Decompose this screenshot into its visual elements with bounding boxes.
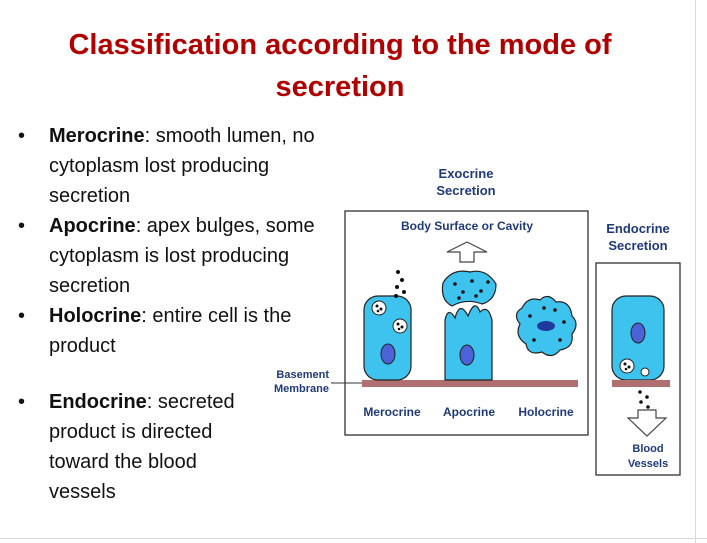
bullet-dot: •	[18, 391, 26, 413]
exocrine-label-line2: Secretion	[436, 183, 495, 198]
basement-label-line1: Basement	[276, 369, 329, 381]
blood-label-line1: Blood	[632, 443, 663, 455]
holocrine-label: Holocrine	[518, 405, 574, 419]
slide-right-edge	[695, 0, 696, 543]
bullet-term: Apocrine	[49, 215, 136, 237]
bullet-dot: •	[18, 305, 26, 327]
blood-label-line2: Vessels	[628, 458, 668, 470]
down-arrow-icon	[626, 409, 668, 437]
exocrine-label-line1: Exocrine	[439, 166, 494, 181]
bullet-text: : apex bulges, some cytoplasm is lost pr…	[49, 215, 315, 297]
endocrine-label-line2: Secretion	[608, 238, 667, 253]
bullet-term: Merocrine	[49, 125, 145, 147]
merocrine-cell	[363, 270, 412, 381]
bullet-text: : secreted product is directed toward th…	[49, 391, 235, 503]
bullet-merocrine: • Merocrine: smooth lumen, no cytoplasm …	[14, 121, 354, 211]
bullet-holocrine: • Holocrine: entire cell is the product	[14, 301, 299, 361]
basement-label-line2: Membrane	[274, 383, 329, 395]
merocrine-label: Merocrine	[363, 405, 421, 419]
bullet-text: : smooth lumen, no cytoplasm lost produc…	[49, 125, 315, 207]
slide-bottom-edge	[0, 538, 707, 539]
nucleus	[380, 343, 396, 365]
apocrine-cell	[441, 270, 497, 381]
bullet-text: : entire cell is the product	[49, 305, 292, 357]
exocrine-box	[344, 210, 589, 436]
body-surface-label: Body Surface or Cavity	[401, 219, 533, 233]
holocrine-cell	[515, 295, 577, 357]
basement-membrane	[362, 380, 578, 387]
endocrine-label-line1: Endocrine	[606, 221, 670, 236]
endocrine-box	[595, 262, 681, 476]
bullet-endocrine: • Endocrine: secreted product is directe…	[14, 387, 269, 507]
bullet-term: Holocrine	[49, 305, 142, 327]
slide-title: Classification according to the mode of …	[68, 29, 612, 103]
nucleus	[459, 344, 475, 366]
bullet-term: Endocrine	[49, 391, 147, 413]
bullet-list: • Merocrine: smooth lumen, no cytoplasm …	[14, 121, 354, 507]
endocrine-membrane	[612, 380, 670, 387]
nucleus	[630, 322, 646, 344]
up-arrow-icon	[446, 241, 488, 263]
bullet-dot: •	[18, 215, 26, 237]
bullet-apocrine: • Apocrine: apex bulges, some cytoplasm …	[14, 211, 354, 301]
nucleus	[537, 321, 555, 331]
apocrine-label: Apocrine	[443, 405, 495, 419]
bullet-dot: •	[18, 125, 26, 147]
